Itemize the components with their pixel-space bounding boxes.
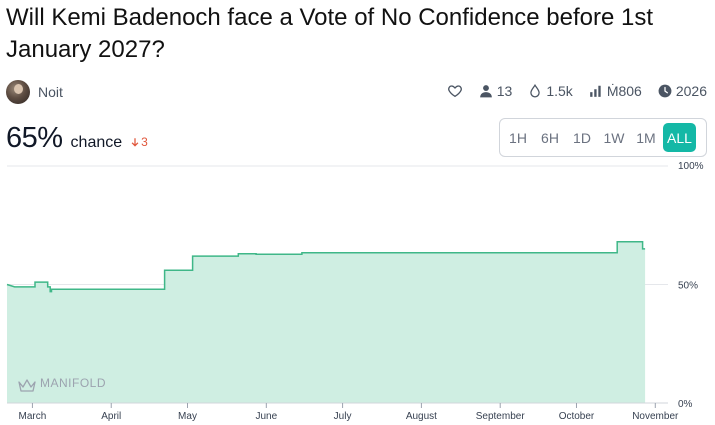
x-tick-label: August [406, 411, 437, 422]
range-button-1m[interactable]: 1M [636, 129, 656, 146]
series-area [7, 241, 646, 403]
like-button[interactable] [447, 83, 463, 99]
x-tick-label: June [255, 411, 277, 422]
range-button-1h[interactable]: 1H [509, 129, 527, 146]
y-tick-label: 100% [678, 161, 704, 172]
time-range-selector: 1H 6H 1D 1W 1M ALL [499, 118, 707, 157]
traders-stat[interactable]: 13 [479, 83, 513, 99]
author-name[interactable]: Noit [38, 84, 63, 100]
avatar[interactable] [6, 80, 30, 104]
x-tick-label: November [632, 411, 679, 422]
bar-chart-icon [589, 85, 601, 97]
close-date-stat[interactable]: 2026 [658, 83, 707, 99]
heart-icon [447, 85, 462, 98]
range-button-1w[interactable]: 1W [603, 129, 625, 146]
x-tick-label: July [334, 411, 352, 422]
manifold-watermark: MANIFOLD [40, 376, 106, 390]
volume-value: Ṁ806 [606, 83, 642, 99]
droplet-icon [530, 84, 541, 98]
probability-change: 3 [130, 135, 148, 149]
clock-icon [658, 84, 672, 98]
probability-value: 65% [6, 122, 63, 154]
traders-count: 13 [496, 83, 513, 99]
y-tick-label: 0% [678, 399, 693, 410]
x-tick-label: March [19, 411, 47, 422]
x-tick-label: May [178, 411, 197, 422]
x-tick-label: October [559, 411, 595, 422]
probability-label: chance [70, 134, 123, 151]
range-button-1d[interactable]: 1D [573, 129, 591, 146]
probability-chart: March April May June July August September Octo… [6, 161, 704, 422]
x-tick-label: April [101, 411, 121, 422]
market-stats: 13 1.5k Ṁ806 2026 [447, 80, 707, 102]
user-icon [479, 85, 492, 98]
y-tick-label: 50% [678, 281, 698, 292]
volume-stat[interactable]: Ṁ806 [589, 83, 642, 99]
probability-display: 65% chance 3 [6, 122, 148, 155]
liquidity-value: 1.5k [546, 83, 573, 99]
range-button-6h[interactable]: 6H [541, 129, 559, 146]
close-year: 2026 [675, 83, 707, 99]
probability-change-value: 3 [141, 135, 148, 149]
range-button-all[interactable]: ALL [663, 123, 696, 152]
arrow-down-icon [131, 138, 139, 147]
series-line [6, 241, 646, 293]
author[interactable]: Noit [6, 80, 63, 104]
market-title: Will Kemi Badenoch face a Vote of No Con… [6, 4, 654, 63]
liquidity-stat[interactable]: 1.5k [528, 83, 573, 99]
manifold-logo-icon [18, 379, 36, 392]
x-tick-label: September [476, 411, 526, 422]
